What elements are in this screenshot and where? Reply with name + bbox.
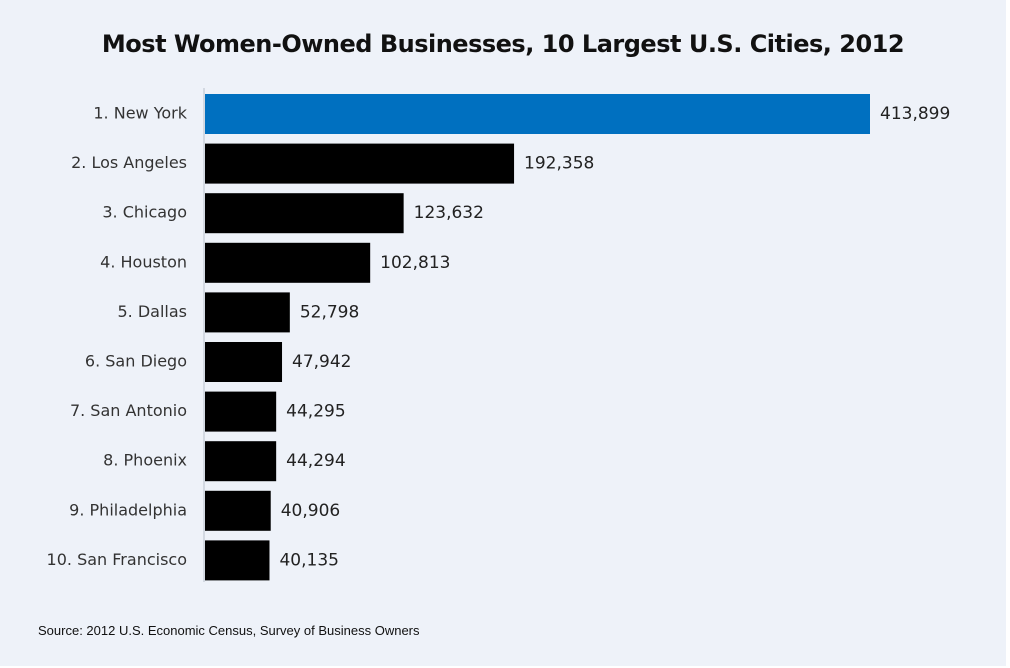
- value-label-5: 52,798: [300, 302, 359, 322]
- category-label-6: 6. San Diego: [85, 352, 187, 371]
- category-label-2: 2. Los Angeles: [71, 153, 187, 172]
- category-label-5: 5. Dallas: [117, 302, 187, 321]
- bar-5: [205, 292, 290, 333]
- bar-10: [205, 540, 270, 581]
- category-label-7: 7. San Antonio: [70, 401, 187, 420]
- value-label-8: 44,294: [286, 451, 345, 471]
- category-label-1: 1. New York: [93, 104, 187, 123]
- bar-6: [205, 342, 283, 382]
- bar-8: [205, 441, 277, 482]
- bar-4: [205, 242, 371, 283]
- bar-1: [205, 94, 870, 134]
- bar-9: [205, 490, 271, 531]
- bar-7: [205, 391, 277, 432]
- category-label-3: 3. Chicago: [102, 203, 187, 222]
- chart-title: Most Women-Owned Businesses, 10 Largest …: [101, 30, 905, 58]
- value-label-3: 123,632: [414, 203, 484, 223]
- source-note: Source: 2012 U.S. Economic Census, Surve…: [38, 623, 420, 638]
- bar-2: [205, 143, 515, 184]
- value-label-6: 47,942: [292, 352, 351, 372]
- value-label-10: 40,135: [279, 550, 338, 570]
- bar-3: [205, 193, 404, 234]
- category-label-4: 4. Houston: [100, 252, 187, 271]
- value-label-9: 40,906: [281, 501, 340, 521]
- value-label-1: 413,899: [880, 104, 950, 124]
- value-label-7: 44,295: [286, 402, 345, 422]
- value-label-2: 192,358: [524, 154, 594, 174]
- category-label-10: 10. San Francisco: [47, 550, 187, 569]
- category-label-8: 8. Phoenix: [103, 451, 187, 470]
- value-label-4: 102,813: [380, 253, 450, 273]
- category-label-9: 9. Philadelphia: [69, 500, 187, 519]
